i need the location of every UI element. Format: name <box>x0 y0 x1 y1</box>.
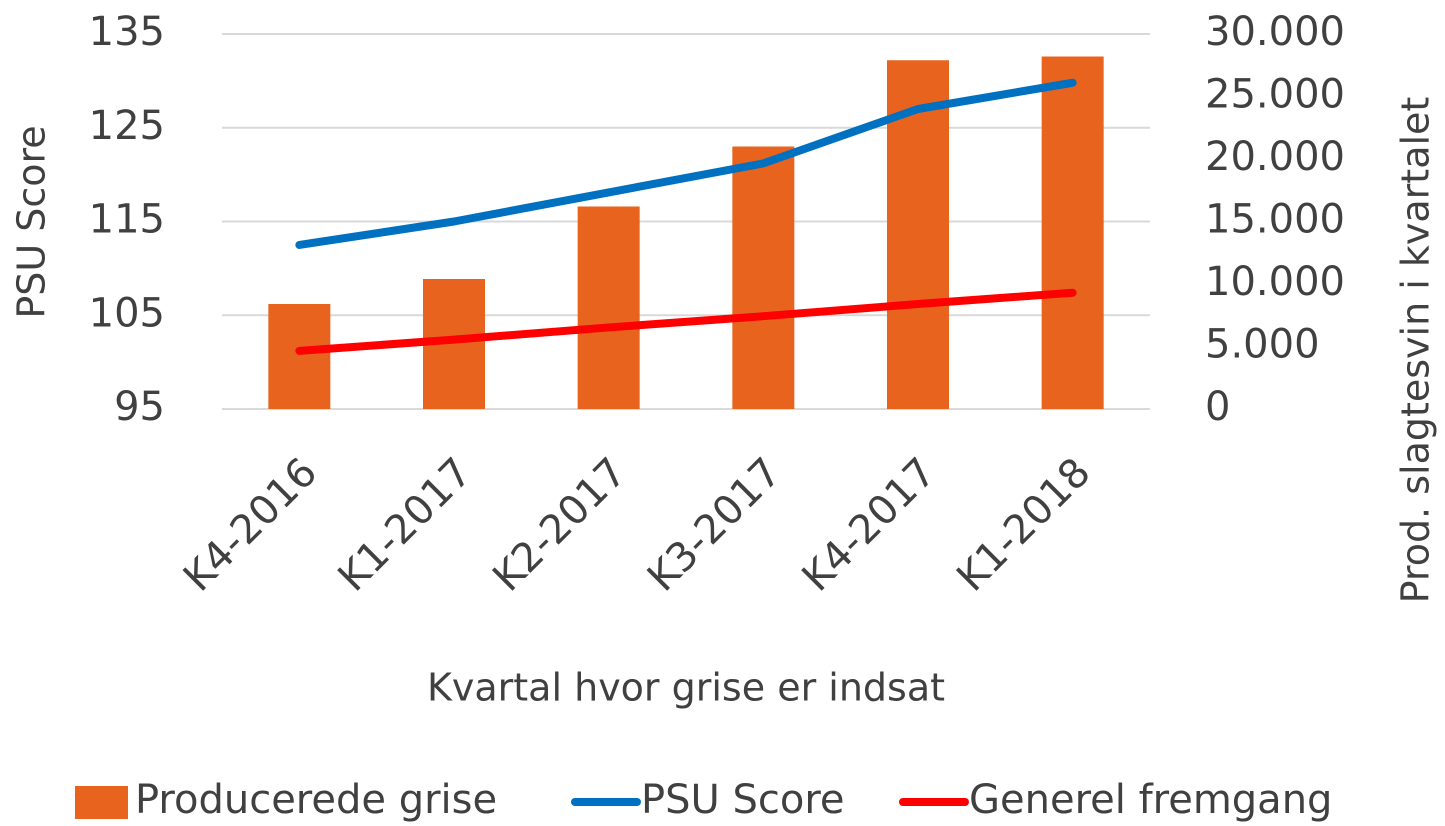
y-tick-label: 105 <box>89 290 165 336</box>
x-tick-label: K1-2017 <box>330 449 481 600</box>
x-tick-label: K4-2017 <box>794 449 945 600</box>
line <box>295 288 1077 355</box>
y2-tick-label: 5.000 <box>1205 322 1320 368</box>
legend-swatch <box>75 786 128 819</box>
bar <box>577 206 640 409</box>
bar <box>1041 56 1104 409</box>
x-tick-label: K3-2017 <box>639 449 790 600</box>
y2-tick-label: 10.000 <box>1205 259 1345 305</box>
x-tick-label: K2-2017 <box>484 449 635 600</box>
legend-label: PSU Score <box>641 777 845 823</box>
line <box>295 78 1077 249</box>
y2-tick-label: 30.000 <box>1205 9 1345 55</box>
y-axis-title: PSU Score <box>10 125 54 318</box>
legend-label: Generel fremgang <box>969 777 1332 823</box>
y2-tick-label: 25.000 <box>1205 72 1345 118</box>
y-tick-label: 135 <box>89 9 165 55</box>
bar <box>268 304 331 409</box>
y-tick-label: 125 <box>89 103 165 149</box>
y-tick-label: 115 <box>89 197 165 243</box>
x-tick-label: K4-2016 <box>175 449 326 600</box>
legend-label: Producerede grise <box>135 777 497 823</box>
y2-tick-label: 15.000 <box>1205 197 1345 243</box>
x-tick-label: K1-2018 <box>948 449 1099 600</box>
bar <box>732 146 795 409</box>
x-axis-title: Kvartal hvor grise er indsat <box>427 666 945 710</box>
y2-tick-label: 0 <box>1205 384 1230 430</box>
y-tick-label: 95 <box>114 384 165 430</box>
y2-axis-title: Prod. slagtesvin i kvartalet <box>1394 97 1438 604</box>
y2-tick-label: 20.000 <box>1205 134 1345 180</box>
